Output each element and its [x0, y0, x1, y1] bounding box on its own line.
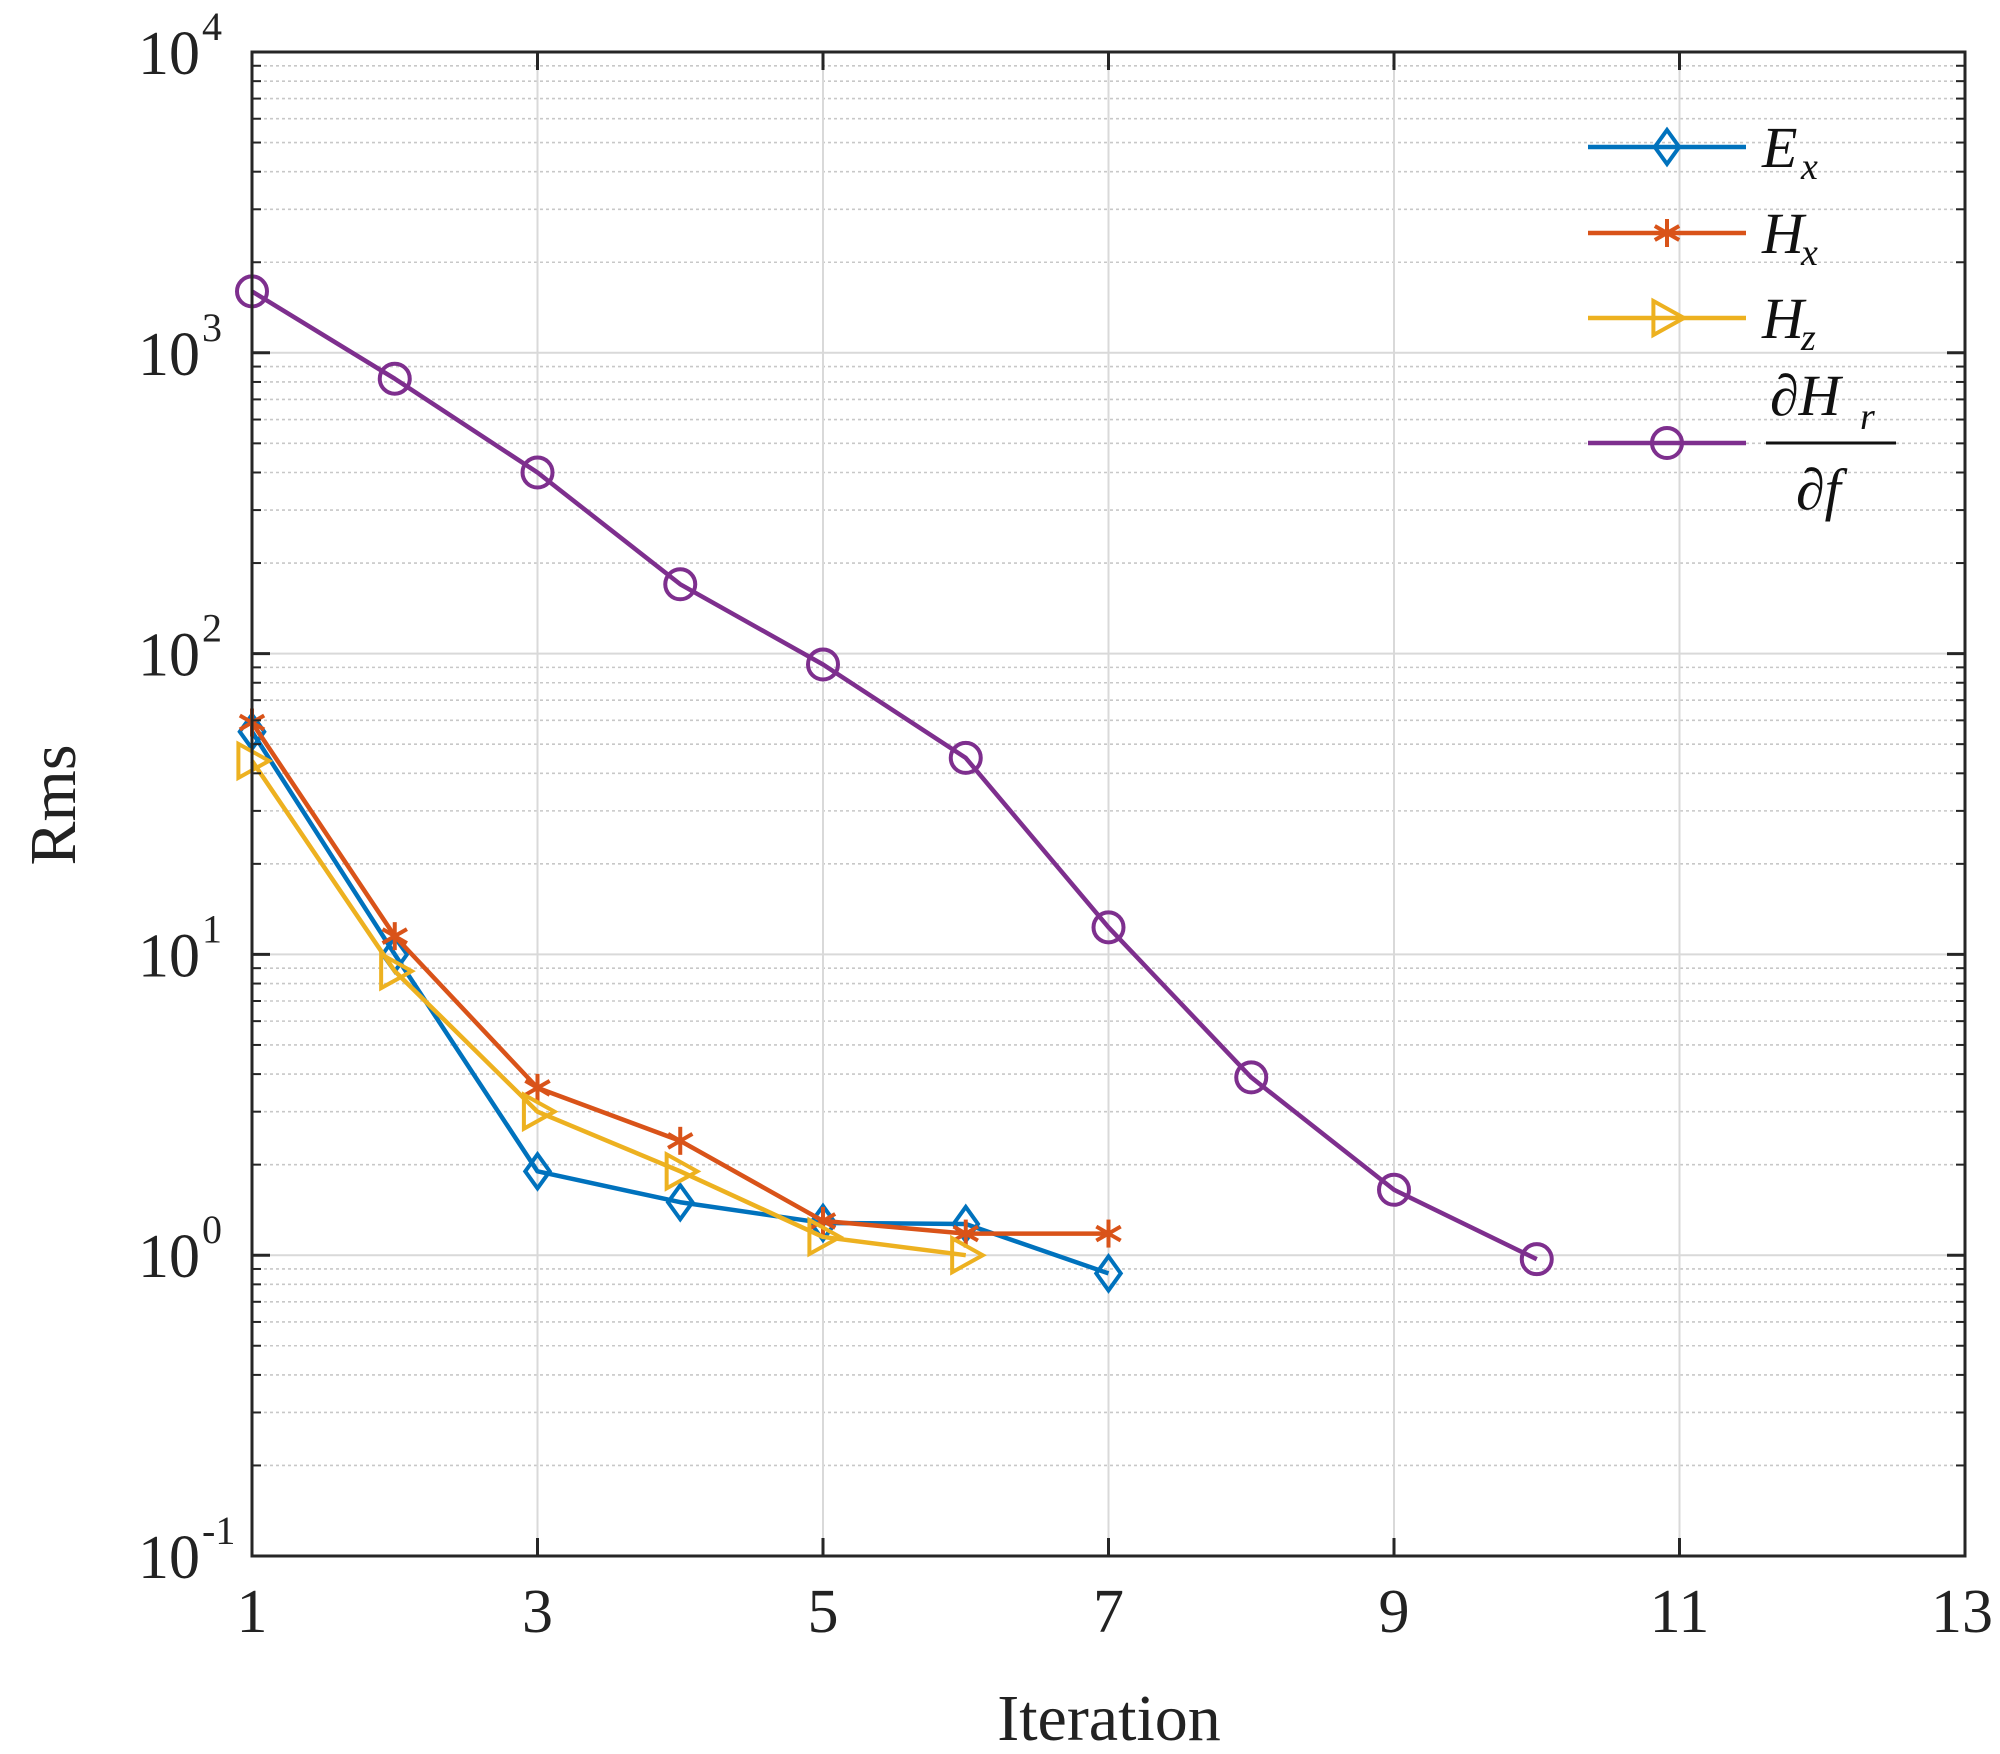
data-point [665, 1181, 695, 1223]
legend-label-denominator: ∂f [1796, 457, 1848, 522]
series-2 [236, 740, 987, 1276]
data-point [236, 740, 274, 782]
legend-marker [1650, 426, 1684, 460]
x-tick-label: 9 [1379, 1578, 1410, 1646]
y-axis-label: Rms [17, 744, 90, 865]
legend-label: H [1761, 286, 1807, 351]
data-point [520, 455, 555, 490]
x-tick-label: 1 [237, 1578, 268, 1646]
series-layer [235, 274, 1554, 1294]
tick-labels: 10 -110 010 110 210 310 41 3 5 7 9 11 13 [138, 4, 1993, 1646]
data-point [950, 1234, 987, 1276]
series-0 [237, 711, 1124, 1294]
data-point [809, 1206, 837, 1235]
data-point [1093, 1252, 1124, 1294]
data-point [667, 1126, 694, 1155]
legend-label: E [1761, 115, 1797, 180]
series-line [250, 289, 1538, 1262]
data-point [806, 647, 840, 682]
asterisk-stroke [1653, 224, 1681, 242]
data-point [1377, 1172, 1411, 1207]
x-tick-label: 11 [1650, 1578, 1710, 1646]
legend-label-subscript: z [1800, 317, 1816, 359]
asterisk-stroke [809, 1212, 837, 1230]
y-tick-label: 10 [138, 922, 200, 990]
x-tick-label: 5 [808, 1578, 839, 1646]
y-tick-exponent: 1 [202, 906, 222, 951]
y-tick-label: 10 [138, 1524, 200, 1592]
x-tick-label: 3 [522, 1578, 553, 1646]
legend-label-subscript: x [1800, 232, 1818, 274]
series-1 [238, 708, 1122, 1248]
legend-item: Hz [1588, 286, 1816, 359]
asterisk-stroke [381, 927, 408, 945]
y-tick-exponent: 4 [202, 4, 222, 49]
data-point [1234, 1060, 1269, 1095]
y-tick-label: 10 [138, 622, 200, 690]
legend-marker [1652, 126, 1682, 168]
ticks-layer [250, 50, 1967, 1558]
asterisk-stroke [952, 1224, 979, 1243]
legend-label-subscript: r [1860, 396, 1875, 438]
asterisk-stroke [667, 1132, 694, 1150]
legend-item: Hx [1588, 201, 1818, 274]
data-point [807, 1216, 845, 1258]
data-point [948, 740, 983, 775]
x-axis-label: Iteration [997, 1682, 1221, 1754]
data-point [379, 950, 416, 992]
data-point [664, 1150, 702, 1192]
series-line [250, 759, 967, 1258]
legend-marker [1653, 219, 1681, 247]
data-point [381, 922, 408, 951]
x-tick-label: 7 [1093, 1578, 1124, 1646]
legend-label: H [1761, 201, 1807, 266]
data-point [1091, 910, 1126, 945]
y-tick-exponent: 2 [202, 606, 222, 651]
data-point [952, 1219, 979, 1248]
asterisk-stroke [524, 1079, 551, 1097]
major-grid [251, 51, 1966, 1557]
legend-label-numerator: ∂H [1770, 363, 1844, 428]
data-point [521, 1091, 559, 1133]
data-point [377, 361, 412, 396]
data-point [524, 1073, 551, 1102]
asterisk-stroke [1095, 1224, 1122, 1243]
y-tick-label: 10 [138, 20, 200, 88]
y-tick-exponent: -1 [202, 1508, 235, 1553]
y-tick-exponent: 3 [202, 305, 222, 350]
y-tick-label: 10 [138, 321, 200, 389]
series-line [250, 730, 1110, 1276]
data-point [1519, 1242, 1554, 1277]
y-tick-exponent: 0 [202, 1207, 222, 1252]
data-point [663, 567, 698, 602]
legend-label-subscript: x [1800, 146, 1818, 188]
y-tick-label: 10 [138, 1223, 200, 1291]
data-point [1095, 1219, 1122, 1248]
legend-item: ∂H r ∂f [1588, 363, 1896, 522]
data-point [522, 1150, 553, 1192]
series-3 [235, 274, 1554, 1277]
legend-marker [1651, 297, 1689, 339]
x-tick-label: 13 [1931, 1578, 1993, 1646]
